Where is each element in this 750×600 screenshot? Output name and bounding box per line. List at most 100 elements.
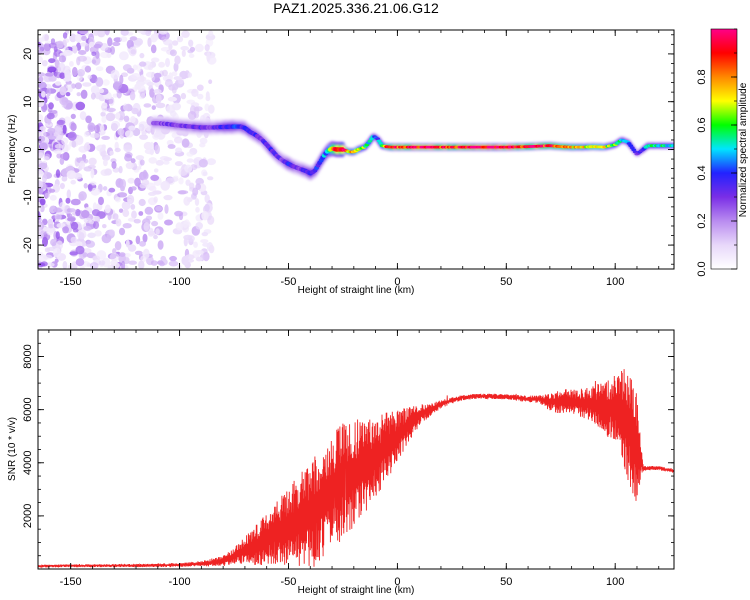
noise-blob xyxy=(95,77,104,87)
noise-blob xyxy=(58,55,66,63)
noise-blob xyxy=(151,105,156,110)
noise-blob xyxy=(205,91,210,99)
noise-blob xyxy=(155,93,162,104)
noise-blob xyxy=(195,250,204,255)
noise-blob xyxy=(91,209,101,217)
noise-blob xyxy=(164,204,169,214)
noise-blob xyxy=(165,105,176,114)
snr-panel: -150 -100 -50 0 50 100 2000 4000 6000 8000 Heigh… xyxy=(7,329,675,596)
noise-blob xyxy=(59,96,69,106)
noise-blob xyxy=(120,179,127,189)
snr-background xyxy=(38,330,674,569)
noise-blob xyxy=(163,194,173,201)
noise-blob xyxy=(39,126,46,131)
noise-blob xyxy=(101,135,110,140)
noise-blob xyxy=(75,258,85,267)
noise-blob xyxy=(130,116,136,123)
noise-blob xyxy=(113,80,123,90)
noise-blob xyxy=(124,130,134,138)
noise-blob xyxy=(163,160,170,165)
x-tick-label: 0 xyxy=(394,576,400,588)
noise-blob xyxy=(174,55,181,65)
noise-blob xyxy=(79,160,86,169)
noise-blob xyxy=(115,218,122,227)
noise-blob xyxy=(51,110,58,114)
noise-blob xyxy=(153,168,159,173)
noise-blob xyxy=(204,44,210,52)
noise-blob xyxy=(79,111,87,121)
noise-blob xyxy=(89,41,95,48)
noise-blob xyxy=(46,87,51,97)
noise-blob xyxy=(67,213,73,219)
noise-blob xyxy=(133,218,141,224)
noise-blob xyxy=(66,84,72,89)
noise-blob xyxy=(44,34,49,42)
noise-blob xyxy=(187,72,192,78)
noise-blob xyxy=(38,186,44,195)
noise-blob xyxy=(174,210,184,217)
snr-y-ticks: 2000 4000 6000 8000 xyxy=(22,329,674,557)
noise-blob xyxy=(48,102,54,110)
noise-blob xyxy=(38,223,42,231)
noise-blob xyxy=(63,49,73,56)
noise-blob xyxy=(151,57,160,63)
noise-blob xyxy=(90,85,100,95)
noise-blob xyxy=(46,227,54,236)
noise-blob xyxy=(147,197,158,206)
noise-blob xyxy=(121,201,131,211)
noise-blob xyxy=(59,72,66,79)
noise-blob xyxy=(117,192,128,198)
noise-blob xyxy=(70,122,77,132)
noise-blob xyxy=(188,53,195,58)
noise-blob xyxy=(178,177,184,185)
colorbar-tick-label: 0.2 xyxy=(696,213,708,228)
noise-blob xyxy=(167,96,177,102)
noise-blob xyxy=(158,30,168,35)
noise-blob xyxy=(181,138,190,148)
noise-blob xyxy=(70,113,76,120)
noise-blob xyxy=(88,220,95,225)
noise-blob xyxy=(70,198,81,206)
noise-blob xyxy=(83,183,88,189)
noise-blob xyxy=(155,159,164,166)
noise-blob xyxy=(86,262,91,268)
noise-blob xyxy=(48,224,54,229)
snr-x-label: Height of straight line (km) xyxy=(298,585,415,596)
noise-blob xyxy=(100,150,107,158)
noise-blob xyxy=(90,133,100,139)
noise-blob xyxy=(178,190,189,195)
y-tick-label: 4000 xyxy=(22,451,34,475)
y-tick-label: 2000 xyxy=(22,504,34,528)
noise-blob xyxy=(79,42,89,47)
noise-blob xyxy=(155,228,160,235)
noise-blob xyxy=(102,79,110,86)
x-tick-label: 50 xyxy=(500,276,512,288)
noise-blob xyxy=(61,137,69,145)
figure-title: PAZ1.2025.336.21.06.G12 xyxy=(273,0,439,16)
noise-blob xyxy=(110,69,120,80)
noise-blob xyxy=(127,177,135,184)
noise-blob xyxy=(87,122,96,132)
noise-blob xyxy=(183,196,191,206)
noise-blob xyxy=(157,212,164,220)
noise-blob xyxy=(52,247,61,258)
noise-blob xyxy=(67,131,77,141)
noise-blob xyxy=(139,134,149,140)
noise-blob xyxy=(64,69,71,80)
noise-blob xyxy=(202,171,208,177)
noise-blob xyxy=(139,240,146,247)
colorbar-tick-label: 0.0 xyxy=(696,261,708,276)
noise-blob xyxy=(38,37,47,42)
noise-blob xyxy=(206,51,211,62)
noise-blob xyxy=(182,220,189,229)
noise-blob xyxy=(186,151,194,157)
noise-blob xyxy=(200,239,209,244)
noise-blob xyxy=(138,198,146,207)
noise-blob xyxy=(145,215,153,221)
noise-blob xyxy=(176,35,184,43)
noise-blob xyxy=(47,66,57,73)
noise-blob xyxy=(207,176,214,181)
snr-series-line xyxy=(38,369,674,569)
noise-blob xyxy=(57,62,66,72)
noise-blob xyxy=(129,91,136,101)
